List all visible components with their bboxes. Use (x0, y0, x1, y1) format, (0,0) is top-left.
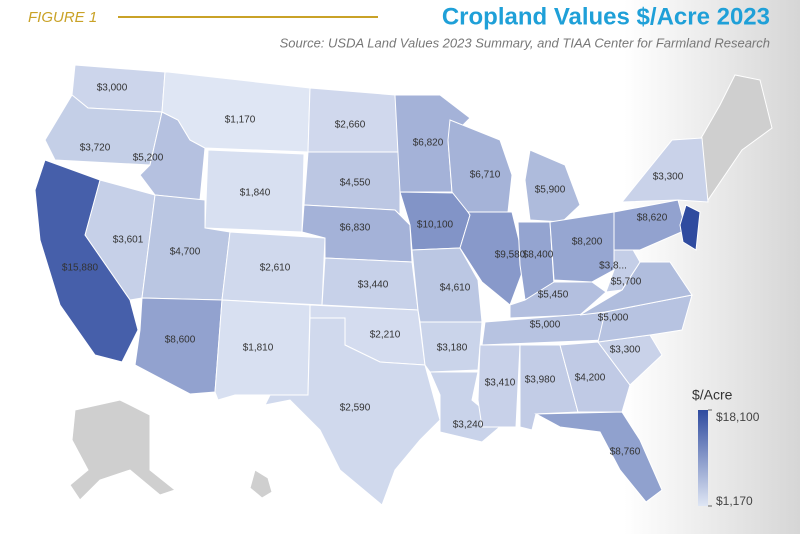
value-label: $3,980 (525, 375, 556, 386)
value-label: $9,580 (495, 250, 526, 261)
no-data-regions (69, 74, 773, 501)
value-label: $5,000 (530, 320, 561, 331)
state (534, 411, 663, 503)
value-label: $2,610 (260, 263, 291, 274)
state-labels: $3,000 $3,720 $5,200 $1,170 $1,840 $3,601 $15,… (62, 83, 684, 458)
value-label: $3,000 (97, 83, 128, 94)
legend-tick-label: $1,170 (716, 494, 753, 508)
value-label: $2,210 (370, 330, 401, 341)
state (477, 344, 521, 428)
value-label: $3,180 (437, 343, 468, 354)
value-label: $8,600 (165, 335, 196, 346)
value-label: $6,830 (340, 223, 371, 234)
legend-tick-label: $18,100 (716, 410, 760, 424)
value-label: $5,450 (538, 290, 569, 301)
value-label: $3,8... (599, 261, 627, 272)
value-label: $5,000 (598, 313, 629, 324)
value-label: $2,660 (335, 120, 366, 131)
value-label: $10,100 (417, 220, 454, 231)
value-label: $8,760 (610, 447, 641, 458)
value-label: $3,410 (485, 378, 516, 389)
value-label: $3,300 (610, 345, 641, 356)
state (549, 211, 615, 283)
figure-label: FIGURE 1 (28, 9, 97, 26)
states (34, 64, 709, 506)
value-label: $15,880 (62, 263, 99, 274)
value-label: $3,601 (113, 235, 144, 246)
value-label: $4,200 (575, 373, 606, 384)
value-label: $5,900 (535, 185, 566, 196)
value-label: $3,720 (80, 143, 111, 154)
state (34, 159, 139, 363)
state (679, 204, 701, 251)
source-note: Source: USDA Land Values 2023 Summary, a… (280, 35, 770, 50)
value-label: $6,820 (413, 138, 444, 149)
value-label: $1,810 (243, 343, 274, 354)
value-label: $2,590 (340, 403, 371, 414)
legend-title: $/Acre (692, 387, 733, 403)
value-label: $5,700 (611, 277, 642, 288)
state (509, 281, 607, 319)
state (264, 317, 441, 506)
value-label: $4,550 (340, 178, 371, 189)
value-label: $1,170 (225, 115, 256, 126)
value-label: $3,440 (358, 280, 389, 291)
state (419, 321, 483, 373)
alaska (69, 399, 177, 501)
value-label: $1,840 (240, 188, 271, 199)
state (613, 199, 687, 251)
value-label: $4,610 (440, 283, 471, 294)
state (447, 119, 513, 213)
value-label: $3,300 (653, 172, 684, 183)
state (459, 211, 526, 306)
state (134, 297, 223, 395)
chart-title: Cropland Values $/Acre 2023 (442, 3, 770, 30)
value-label: $8,620 (637, 213, 668, 224)
value-label: $8,400 (523, 250, 554, 261)
hawaii (249, 469, 273, 499)
color-bar (698, 410, 708, 506)
state (620, 137, 709, 203)
value-label: $4,700 (170, 247, 201, 258)
new-england (699, 74, 773, 202)
value-label: $8,200 (572, 237, 603, 248)
value-label: $5,200 (133, 153, 164, 164)
value-label: $6,710 (470, 170, 501, 181)
value-label: $3,240 (453, 420, 484, 431)
state (559, 341, 631, 413)
